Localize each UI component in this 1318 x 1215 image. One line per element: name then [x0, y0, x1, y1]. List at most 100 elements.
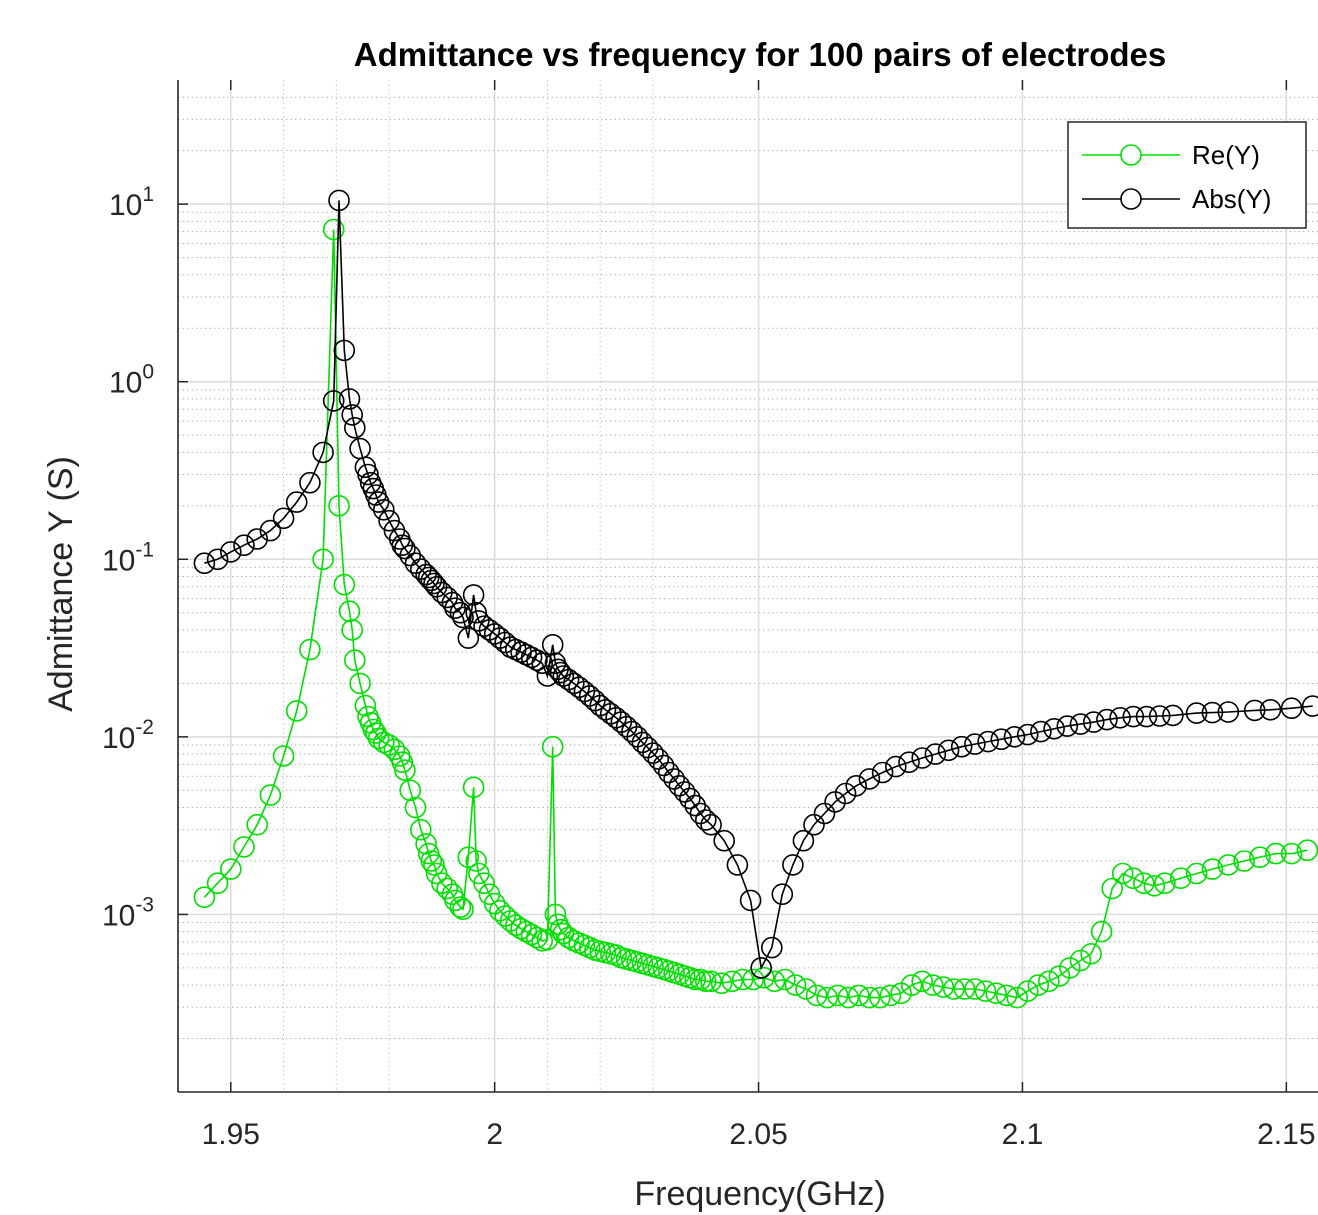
data-point: [774, 968, 796, 991]
data-point: [663, 768, 685, 790]
data-point: [322, 218, 345, 241]
tick-exponent: 0: [142, 361, 154, 384]
data-point: [499, 910, 522, 932]
data-point: [1217, 854, 1240, 876]
data-point: [246, 528, 269, 550]
data-point: [338, 600, 361, 623]
tick-base: 10: [109, 367, 142, 400]
data-point: [837, 986, 860, 1009]
data-point: [1143, 874, 1166, 897]
series-line: [204, 200, 1313, 971]
legend-box: [1067, 121, 1307, 229]
data-point: [1069, 713, 1092, 735]
data-point: [911, 747, 934, 769]
data-point: [452, 898, 474, 921]
tick-exponent: -1: [135, 538, 154, 561]
data-point: [673, 781, 696, 803]
data-point: [858, 986, 881, 1009]
data-point: [206, 548, 229, 571]
data-point: [921, 974, 944, 996]
data-point: [1243, 699, 1266, 722]
data-point: [805, 984, 828, 1007]
data-point: [578, 936, 601, 959]
tick-base: 10: [102, 722, 135, 755]
data-point: [1043, 717, 1065, 740]
data-point: [1201, 701, 1224, 724]
data-point: [1069, 949, 1092, 972]
data-point: [399, 544, 422, 567]
data-point: [1280, 842, 1303, 865]
x-tick-label: 2.05: [729, 1118, 787, 1151]
data-point: [771, 883, 794, 906]
data-point: [328, 494, 350, 517]
data-point: [1217, 701, 1240, 723]
data-point: [1056, 715, 1079, 737]
x-tick-label: 2.1: [1002, 1118, 1044, 1151]
data-point: [367, 727, 390, 750]
data-point: [1201, 858, 1224, 880]
data-point: [932, 976, 955, 998]
data-point: [1101, 877, 1123, 900]
data-point: [642, 742, 664, 764]
data-point: [322, 390, 345, 412]
tick-exponent: -3: [135, 893, 154, 916]
data-point: [259, 784, 282, 806]
data-point: [974, 980, 997, 1002]
y-tick-label: 10-1: [102, 538, 154, 577]
data-point: [1122, 867, 1145, 890]
data-point: [515, 920, 538, 943]
data-point: [847, 984, 870, 1007]
data-point: [995, 984, 1018, 1007]
x-tick-label: 1.95: [202, 1118, 260, 1151]
data-point: [312, 441, 334, 464]
data-point: [694, 970, 717, 993]
data-point: [285, 700, 308, 722]
data-point: [552, 922, 575, 945]
data-point: [1016, 723, 1039, 746]
data-point: [531, 652, 554, 675]
data-point: [1154, 872, 1176, 895]
data-point: [700, 813, 722, 836]
chart-title: Admittance vs frequency for 100 pairs of…: [354, 36, 1166, 73]
data-point: [869, 986, 891, 1009]
data-point: [378, 509, 400, 532]
legend-item: Abs(Y): [1082, 184, 1271, 214]
data-point: [1259, 698, 1282, 721]
data-point: [272, 745, 295, 767]
data-point: [726, 854, 749, 876]
data-point: [816, 986, 839, 1009]
data-point: [953, 978, 976, 1000]
data-point: [668, 774, 691, 797]
data-point: [536, 665, 559, 687]
data-point: [1016, 980, 1039, 1002]
data-point: [858, 768, 881, 790]
data-point: [652, 754, 675, 777]
data-point: [1133, 872, 1155, 895]
data-point: [826, 984, 849, 1007]
data-point: [977, 730, 999, 753]
data-point: [272, 507, 295, 530]
data-point: [206, 872, 229, 895]
data-point: [1096, 708, 1118, 731]
legend: Re(Y) Abs(Y): [1067, 121, 1307, 229]
data-point: [1296, 839, 1318, 861]
data-point: [990, 728, 1013, 751]
data-point: [372, 731, 395, 754]
data-point: [436, 586, 459, 609]
data-point: [520, 646, 543, 669]
data-point: [1082, 711, 1105, 733]
data-point: [1080, 942, 1102, 965]
tick-exponent: 1: [142, 183, 154, 206]
data-point: [444, 889, 466, 912]
data-point: [1185, 702, 1208, 724]
data-point: [473, 872, 495, 895]
data-point: [399, 779, 422, 802]
data-point: [1148, 705, 1171, 727]
y-tick-label: 100: [109, 361, 154, 400]
data-point: [549, 661, 572, 684]
data-point: [436, 877, 459, 900]
data-point: [1301, 695, 1318, 717]
data-point: [657, 761, 680, 784]
